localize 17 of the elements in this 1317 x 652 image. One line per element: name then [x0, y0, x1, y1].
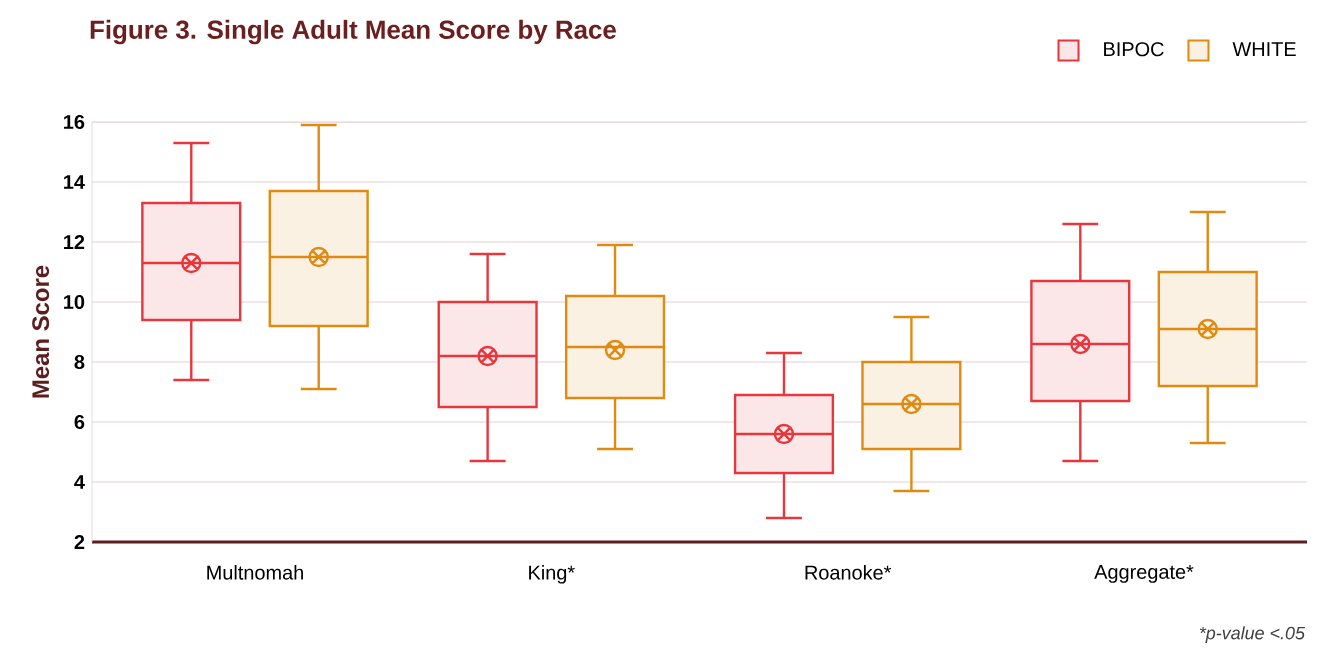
x-tick-label: King*: [529, 565, 575, 584]
y-tick-label: 16: [64, 114, 85, 130]
legend-label: WHITE: [1232, 42, 1296, 56]
y-tick-label: 10: [64, 294, 85, 310]
y-tick-label: 4: [74, 475, 85, 489]
y-tick-label: 14: [64, 175, 85, 189]
x-tick-label: Multnomah: [207, 565, 303, 580]
text: *p-value <.05: [1199, 626, 1305, 643]
y-tick-label: 2: [74, 535, 85, 549]
y-tick-label: 8: [74, 354, 85, 370]
y-tick-label: 6: [74, 414, 85, 430]
chart-title: Figure 3. Single Adult Mean Score by Race: [90, 19, 616, 45]
y-tick-label: 12: [64, 235, 85, 249]
legend-label: BIPOC: [1104, 42, 1164, 57]
x-tick-label: Aggregate*: [1094, 565, 1194, 583]
y-axis-title: Mean Score: [32, 265, 50, 398]
x-tick-label: Roanoke*: [805, 565, 892, 580]
